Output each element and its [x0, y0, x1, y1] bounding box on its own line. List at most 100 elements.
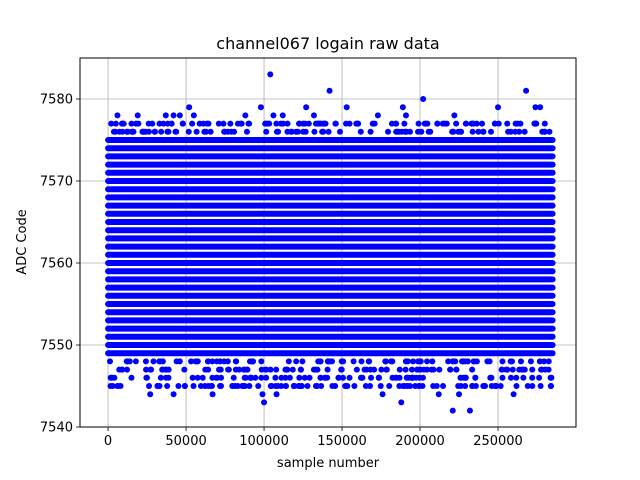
data-point [311, 128, 318, 135]
x-tick-label: 0 [104, 434, 112, 449]
data-point-outlier [114, 112, 121, 119]
data-point [449, 358, 456, 365]
data-point [107, 358, 114, 365]
data-point [538, 366, 545, 373]
data-point [521, 366, 528, 373]
data-point [479, 120, 486, 127]
data-point [229, 383, 236, 389]
data-point [132, 358, 139, 365]
data-point-outlier [261, 399, 268, 406]
data-point [453, 366, 460, 373]
data-point [499, 358, 506, 365]
data-point [201, 128, 208, 135]
data-point [135, 120, 142, 127]
x-tick-label: 100000 [239, 434, 289, 449]
data-point-outlier [147, 391, 154, 398]
data-point [284, 120, 291, 127]
data-point [220, 120, 227, 127]
data-point-outlier [342, 383, 349, 389]
data-point-outlier [548, 383, 555, 389]
data-point-outlier [435, 391, 442, 398]
data-point [247, 374, 254, 381]
data-point [293, 358, 300, 365]
data-point [214, 374, 221, 381]
data-point [517, 358, 524, 365]
data-point [108, 120, 115, 127]
data-point [350, 358, 357, 365]
data-point-outlier [117, 383, 124, 389]
data-point [227, 120, 234, 127]
data-point [263, 374, 270, 381]
data-point [473, 120, 480, 127]
data-point [237, 120, 244, 127]
data-point [324, 358, 331, 365]
data-point [192, 358, 199, 365]
data-point [353, 366, 360, 373]
data-point-outlier [128, 120, 135, 127]
data-point [306, 374, 313, 381]
data-point [165, 128, 172, 135]
data-point [471, 358, 478, 365]
data-point [108, 374, 115, 381]
data-point [287, 128, 294, 135]
data-point [317, 374, 324, 381]
data-point [434, 120, 441, 127]
data-point [199, 374, 206, 381]
data-point [181, 366, 188, 373]
data-point-outlier [190, 112, 197, 119]
data-point [488, 128, 495, 135]
data-point [361, 366, 368, 373]
data-point [445, 358, 452, 365]
data-point [234, 383, 241, 389]
data-point [469, 366, 476, 373]
data-point-outlier [398, 399, 405, 406]
data-point [151, 128, 158, 135]
data-point [319, 128, 326, 135]
chart-title: channel067 logain raw data [216, 34, 439, 53]
data-point [225, 366, 232, 373]
data-point [424, 358, 431, 365]
data-point-outlier [273, 391, 280, 398]
data-point [286, 374, 293, 381]
x-tick-label: 50000 [165, 434, 206, 449]
data-point [143, 374, 150, 381]
data-point [236, 366, 243, 373]
data-point-outlier [510, 391, 517, 398]
data-point [196, 120, 203, 127]
data-point [521, 128, 528, 135]
data-point [289, 366, 296, 373]
data-point [290, 383, 297, 389]
data-point [396, 366, 403, 373]
data-point-outlier [186, 104, 193, 111]
data-point [189, 120, 196, 127]
data-point [332, 383, 339, 389]
data-point-outlier [468, 120, 475, 127]
data-point [462, 358, 469, 365]
data-point [312, 383, 319, 389]
data-point-outlier [215, 120, 222, 127]
data-point [142, 358, 149, 365]
data-point [317, 358, 324, 365]
data-point [304, 383, 311, 389]
data-point [415, 383, 422, 389]
data-point [504, 120, 511, 127]
data-point [541, 358, 548, 365]
data-point [462, 383, 469, 389]
data-point [383, 366, 390, 373]
data-point [189, 374, 196, 381]
y-axis-label: ADC Code [15, 209, 30, 274]
data-point [415, 128, 422, 135]
data-point [282, 366, 289, 373]
data-point [463, 120, 470, 127]
data-point [548, 374, 555, 381]
data-point-outlier [404, 383, 411, 389]
data-point-outlier [112, 120, 119, 127]
data-point [145, 128, 152, 135]
data-point [358, 358, 365, 365]
data-point [449, 128, 456, 135]
data-point-outlier [170, 391, 177, 398]
data-point [375, 374, 382, 381]
data-point-outlier [495, 104, 502, 111]
data-point [258, 358, 265, 365]
data-point [469, 128, 476, 135]
